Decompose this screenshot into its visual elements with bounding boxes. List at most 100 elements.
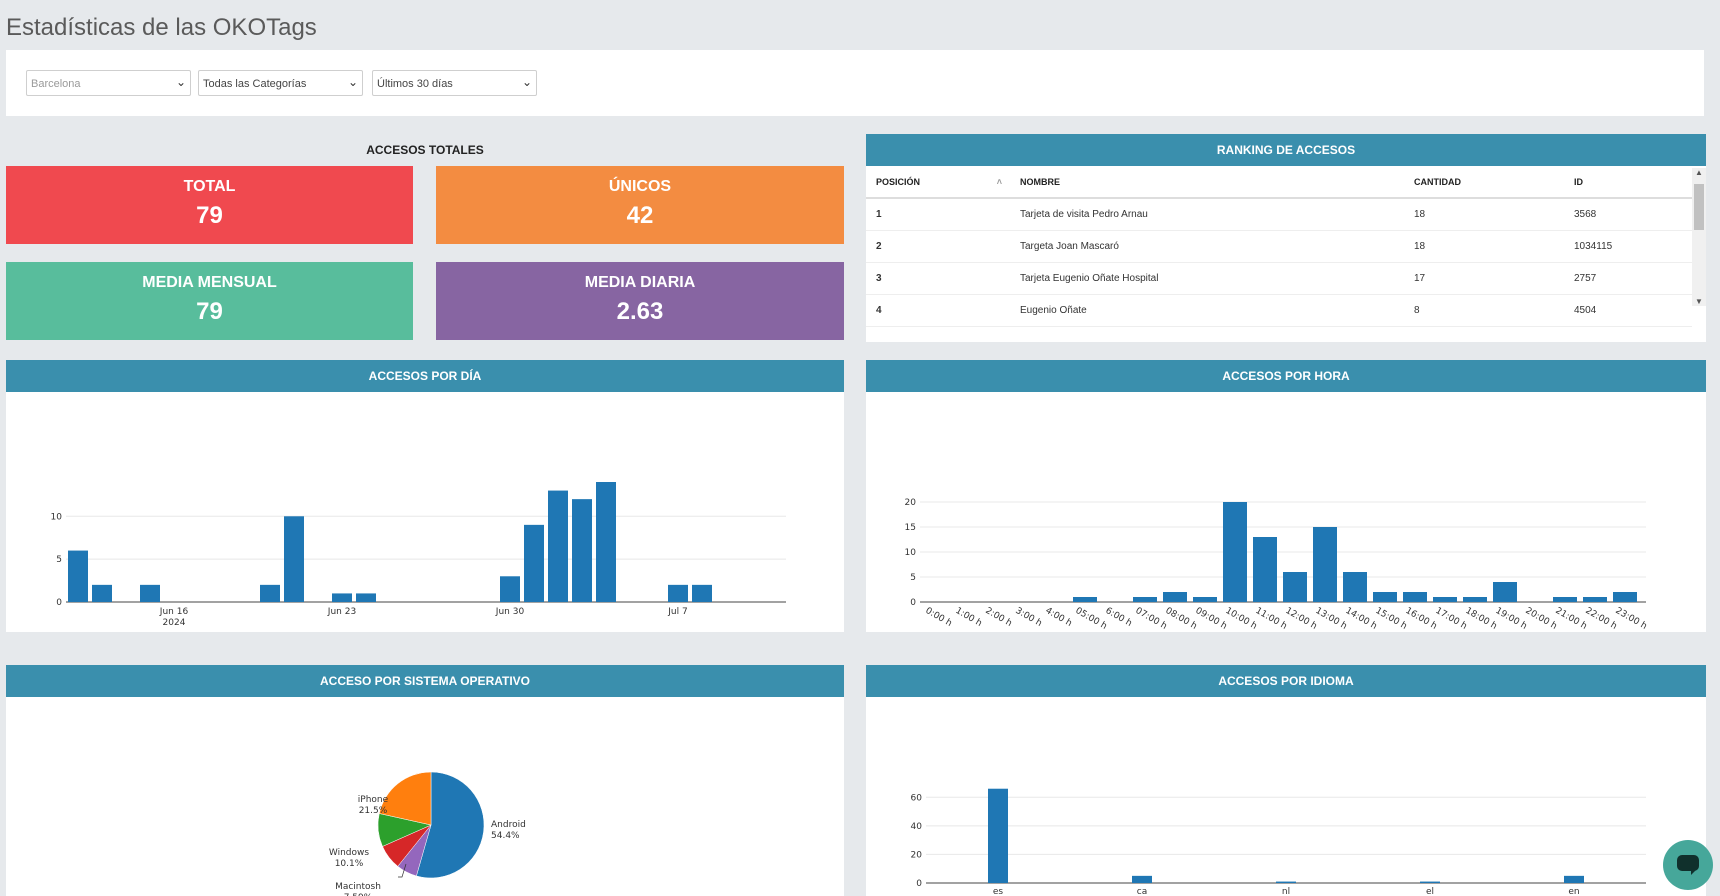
panel-hour: ACCESOS POR HORA 0 5 10 15 20 0:00 h 1:00 h 2:0… <box>866 360 1706 632</box>
stat-daily-value: 2.63 <box>616 298 664 325</box>
y-tick-label: 10 <box>51 512 63 522</box>
x-tick-label: 2:00 h <box>984 606 1014 629</box>
chart-bar <box>1553 597 1577 602</box>
scroll-down-icon[interactable]: ▼ <box>1695 297 1703 306</box>
chart-bar <box>1583 597 1607 602</box>
scroll-up-icon[interactable]: ▲ <box>1695 168 1703 177</box>
pie-value-label: 54.4% <box>491 831 520 841</box>
chart-bar <box>1433 597 1457 602</box>
category-select-value: Todas las Categorías <box>203 78 307 90</box>
chat-icon <box>1677 855 1699 871</box>
city-select[interactable]: Barcelona ⌄ <box>26 70 191 96</box>
x-tick-label: 6:00 h <box>1104 606 1134 629</box>
x-tick-label: 3:00 h <box>1014 606 1044 629</box>
cell-quantity: 18 <box>1404 198 1564 231</box>
chart-bar <box>1403 592 1427 602</box>
pie-value-label: 10.1% <box>335 859 364 869</box>
y-tick-label: 40 <box>911 822 923 832</box>
cell-id: 1034115 <box>1564 230 1692 263</box>
stat-unique: ÚNICOS 42 <box>436 166 844 244</box>
chevron-down-icon: ⌄ <box>521 75 532 89</box>
table-row[interactable]: 3 Tarjeta Eugenio Oñate Hospital 17 2757 <box>866 262 1692 295</box>
x-tick-label: 1:00 h <box>954 606 984 629</box>
chart-bar <box>356 593 376 602</box>
y-tick-label: 0 <box>910 598 916 608</box>
chart-bar <box>1420 881 1440 883</box>
cell-id: 3568 <box>1564 198 1692 231</box>
chart-bar <box>524 524 544 602</box>
chart-bar <box>1073 597 1097 602</box>
cell-id: 2757 <box>1564 262 1692 295</box>
x-tick-label: ca <box>1137 887 1147 896</box>
pie-label: Macintosh <box>335 882 381 892</box>
totals-section-title: ACCESOS TOTALES <box>366 143 484 157</box>
chat-button[interactable] <box>1663 840 1713 890</box>
period-select[interactable]: Últimos 30 días ⌄ <box>372 70 537 96</box>
period-select-value: Últimos 30 días <box>377 78 453 90</box>
table-row[interactable]: 2 Targeta Joan Mascaró 18 1034115 <box>866 230 1692 263</box>
chart-bar <box>1564 875 1584 883</box>
stat-daily-label: MEDIA DIARIA <box>584 274 696 291</box>
y-tick-label: 5 <box>56 555 62 565</box>
category-select[interactable]: Todas las Categorías ⌄ <box>198 70 363 96</box>
chart-bar <box>1253 537 1277 602</box>
panel-day-title: ACCESOS POR DÍA <box>6 360 844 392</box>
sort-asc-icon[interactable]: ˄ <box>996 176 1002 187</box>
y-tick-label: 15 <box>905 523 916 533</box>
pie-slice <box>416 771 485 879</box>
stat-monthly-label: MEDIA MENSUAL <box>142 274 277 291</box>
x-tick-label: 10:00 h <box>1224 606 1259 632</box>
column-header-position[interactable]: POSICIÓN ˄ <box>866 166 1010 199</box>
x-tick-label: 18:00 h <box>1464 606 1499 632</box>
chart-bar <box>692 584 712 602</box>
ranking-title: RANKING DE ACCESOS <box>866 134 1706 166</box>
column-header-id[interactable]: ID <box>1564 166 1692 199</box>
x-tick-label: 05:00 h <box>1074 606 1109 632</box>
cell-position: 1 <box>866 198 1010 231</box>
x-tick-label: 17:00 h <box>1434 606 1469 632</box>
stat-total: TOTAL 79 <box>6 166 413 244</box>
chart-bar <box>548 490 568 602</box>
x-tick-label: 08:00 h <box>1164 606 1199 632</box>
table-row[interactable]: 1 Tarjeta de visita Pedro Arnau 18 3568 <box>866 198 1692 231</box>
stat-monthly: MEDIA MENSUAL 79 <box>6 262 413 340</box>
x-tick-label: Jul 7 <box>667 607 687 617</box>
x-tick-label: 16:00 h <box>1404 606 1439 632</box>
ranking-panel: RANKING DE ACCESOS POSICIÓN ˄ NOMBRE CANT… <box>866 134 1706 342</box>
y-tick-label: 20 <box>911 850 923 860</box>
chart-bar <box>1613 592 1637 602</box>
cell-quantity: 18 <box>1404 230 1564 263</box>
column-header-name[interactable]: NOMBRE <box>1010 166 1404 199</box>
column-header-quantity[interactable]: CANTIDAD <box>1404 166 1564 199</box>
panel-lang-title: ACCESOS POR IDIOMA <box>866 665 1706 697</box>
chart-bar <box>1132 875 1152 883</box>
y-tick-label: 10 <box>905 548 917 558</box>
panel-hour-title: ACCESOS POR HORA <box>866 360 1706 392</box>
table-scrollbar[interactable]: ▲ ▼ <box>1692 168 1706 306</box>
chart-hour: 0 5 10 15 20 0:00 h 1:00 h 2:00 h 3:00 h 4:00 h 05… <box>905 498 1649 632</box>
chart-bar <box>1373 592 1397 602</box>
y-tick-label: 5 <box>910 573 916 583</box>
chart-bar <box>1493 582 1517 602</box>
chart-bar <box>1343 572 1367 602</box>
chart-bar <box>1133 597 1157 602</box>
x-tick-label: 12:00 h <box>1284 606 1319 632</box>
x-tick-label: 09:00 h <box>1194 606 1229 632</box>
y-tick-label: 0 <box>56 598 62 608</box>
cell-name: Targeta Joan Mascaró <box>1010 230 1404 263</box>
chart-bar <box>332 593 352 602</box>
x-tick-label: el <box>1426 887 1434 896</box>
scrollbar-thumb[interactable] <box>1694 184 1704 230</box>
x-tick-label: nl <box>1282 887 1290 896</box>
x-tick-label: 23:00 h <box>1614 606 1649 632</box>
table-row[interactable]: 4 Eugenio Oñate 8 4504 <box>866 294 1692 327</box>
x-tick-label: Jun 16 <box>159 607 189 617</box>
chart-bar <box>1163 592 1187 602</box>
pie-value-label: 21.5% <box>359 806 388 816</box>
page-title: Estadísticas de las OKOTags <box>6 14 317 41</box>
x-tick-label: 20:00 h <box>1524 606 1559 632</box>
chart-bar <box>596 482 616 602</box>
panel-os-title: ACCESO POR SISTEMA OPERATIVO <box>6 665 844 697</box>
cell-name: Tarjeta Eugenio Oñate Hospital <box>1010 262 1404 295</box>
